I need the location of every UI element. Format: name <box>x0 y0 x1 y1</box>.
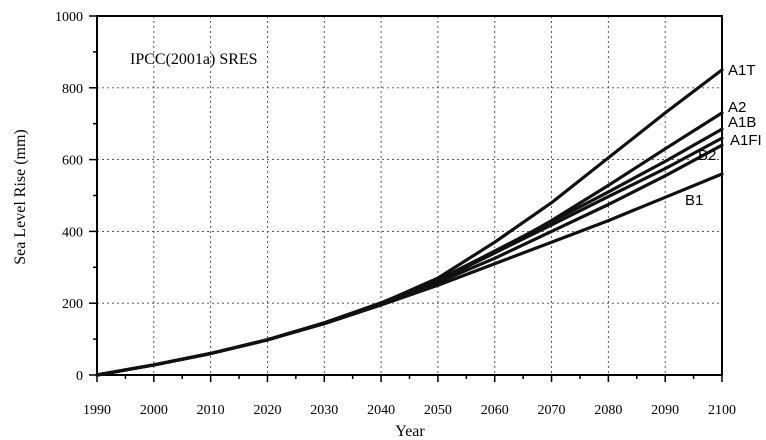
x-axis-title: Year <box>395 423 425 440</box>
y-axis-title: Sea Level Rise (mm) <box>12 129 29 265</box>
series-line-a1b <box>95 127 724 377</box>
x-tick-label: 2100 <box>708 403 736 418</box>
x-tick-label: 2050 <box>424 403 452 418</box>
x-tick-label: 2010 <box>197 403 225 418</box>
series-label-b2: B2 <box>698 147 716 164</box>
x-tick-label: 2090 <box>651 403 679 418</box>
y-tick-label: 1000 <box>55 10 83 25</box>
y-tick-label: 800 <box>62 82 83 97</box>
y-tick-label: 400 <box>62 225 83 240</box>
y-tick-label: 0 <box>76 369 83 384</box>
x-tick-label: 2000 <box>140 403 168 418</box>
grid-layer <box>97 16 722 375</box>
x-tick-label: 2040 <box>367 403 395 418</box>
series-label-a2: A2 <box>728 99 746 116</box>
series-layer <box>95 68 724 377</box>
series-line-b1 <box>95 172 724 377</box>
chart-annotation: IPCC(2001a) SRES <box>130 51 258 68</box>
series-line-a2 <box>95 111 724 377</box>
y-tick-label: 200 <box>62 297 83 312</box>
ticks-layer: 1990 2000 2010 2020 2030 2040 2050 2060 2070 2080… <box>55 10 736 418</box>
series-label-a1fi: A1FI <box>730 132 762 149</box>
series-label-b1: B1 <box>685 192 703 209</box>
x-tick-label: 2060 <box>481 403 509 418</box>
series-label-a1t: A1T <box>728 62 756 79</box>
x-tick-label: 2070 <box>538 403 566 418</box>
x-tick-label: 2020 <box>253 403 281 418</box>
x-tick-label: 1990 <box>83 403 111 418</box>
x-tick-label: 2030 <box>310 403 338 418</box>
y-tick-label: 600 <box>62 154 83 169</box>
series-line-a1t <box>95 68 724 377</box>
series-label-a1b: A1B <box>728 114 756 131</box>
x-tick-label: 2080 <box>594 403 622 418</box>
